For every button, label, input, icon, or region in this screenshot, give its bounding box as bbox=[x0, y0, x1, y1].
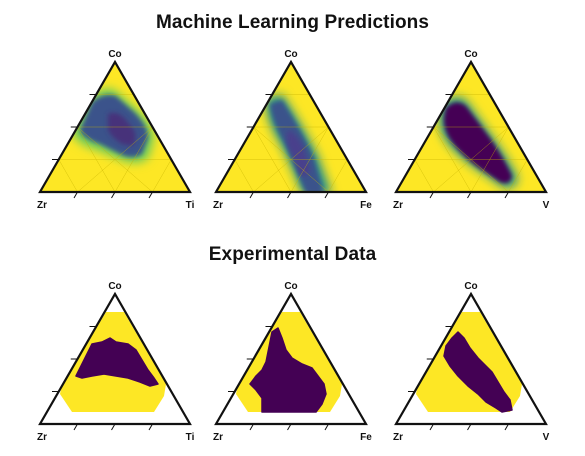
vertex-label-left: Zr bbox=[37, 432, 47, 443]
ternary-plot: Co Zr Ti bbox=[37, 281, 195, 443]
ternary-exp-zr-co-ti: Co Zr Ti bbox=[30, 278, 200, 443]
experimental-amorphous-region bbox=[75, 337, 159, 387]
vertex-label-top: Co bbox=[108, 49, 121, 60]
ml-predictions-title: Machine Learning Predictions bbox=[155, 12, 430, 33]
ternary-ml-zr-co-v: Co Zr V bbox=[386, 46, 556, 211]
amorphous-region bbox=[444, 102, 512, 184]
vertex-label-right: Ti bbox=[186, 200, 195, 211]
tick-marks bbox=[52, 94, 176, 199]
tick-marks bbox=[228, 326, 352, 431]
vertex-label-left: Zr bbox=[393, 200, 403, 211]
ternary-plot: Co Zr V bbox=[393, 281, 550, 443]
experimental-amorphous-region bbox=[249, 327, 327, 413]
vertex-label-right: V bbox=[543, 200, 550, 211]
vertex-label-top: Co bbox=[284, 49, 297, 60]
vertex-label-top: Co bbox=[464, 281, 477, 292]
vertex-label-left: Zr bbox=[213, 432, 223, 443]
grid-lines bbox=[234, 94, 348, 192]
vertex-label-left: Zr bbox=[37, 200, 47, 211]
vertex-label-top: Co bbox=[284, 281, 297, 292]
vertex-label-top: Co bbox=[108, 281, 121, 292]
ternary-exp-zr-co-v: Co Zr V bbox=[386, 278, 556, 443]
tick-marks bbox=[408, 326, 532, 431]
ternary-exp-zr-co-fe: Co Zr Fe bbox=[206, 278, 376, 443]
tick-marks bbox=[408, 94, 532, 199]
vertex-label-right: V bbox=[543, 432, 550, 443]
vertex-label-right: Fe bbox=[360, 432, 372, 443]
amorphous-core bbox=[108, 112, 136, 146]
vertex-label-left: Zr bbox=[393, 432, 403, 443]
experimental-data-title: Experimental Data bbox=[208, 244, 377, 265]
ternary-ml-zr-co-ti: Co Zr Ti bbox=[30, 46, 200, 211]
ternary-plot: Co Zr V bbox=[393, 49, 550, 211]
vertex-label-right: Fe bbox=[360, 200, 372, 211]
ternary-plot: Co Zr Fe bbox=[213, 281, 372, 443]
ternary-plot: Co Zr Ti bbox=[37, 49, 195, 211]
experimental-amorphous-region bbox=[443, 331, 513, 413]
ternary-plot: Co Zr Fe bbox=[213, 49, 372, 211]
vertex-label-left: Zr bbox=[213, 200, 223, 211]
tick-marks bbox=[52, 326, 176, 431]
grid-lines bbox=[58, 94, 172, 192]
vertex-label-right: Ti bbox=[186, 432, 195, 443]
tick-marks bbox=[228, 94, 352, 199]
grid-lines bbox=[414, 94, 528, 192]
vertex-label-top: Co bbox=[464, 49, 477, 60]
ternary-ml-zr-co-fe: Co Zr Fe bbox=[206, 46, 376, 211]
